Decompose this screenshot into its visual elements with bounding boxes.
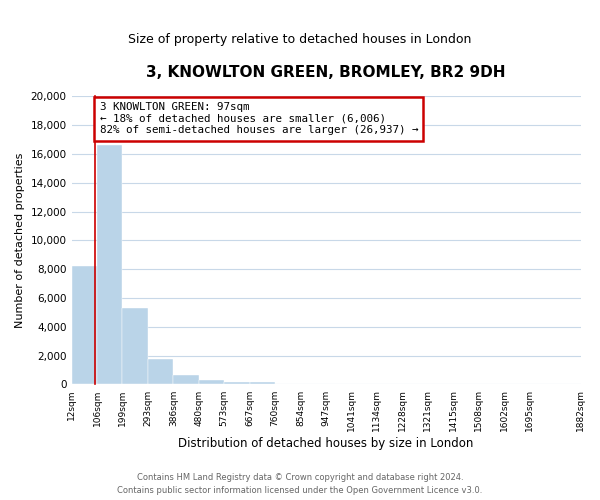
X-axis label: Distribution of detached houses by size in London: Distribution of detached houses by size … <box>178 437 474 450</box>
Bar <box>199 380 224 384</box>
Text: Size of property relative to detached houses in London: Size of property relative to detached ho… <box>128 32 472 46</box>
Text: 3 KNOWLTON GREEN: 97sqm
← 18% of detached houses are smaller (6,006)
82% of semi: 3 KNOWLTON GREEN: 97sqm ← 18% of detache… <box>100 102 418 136</box>
Bar <box>71 266 97 384</box>
Title: 3, KNOWLTON GREEN, BROMLEY, BR2 9DH: 3, KNOWLTON GREEN, BROMLEY, BR2 9DH <box>146 65 506 80</box>
Bar <box>148 358 173 384</box>
Text: Contains HM Land Registry data © Crown copyright and database right 2024.
Contai: Contains HM Land Registry data © Crown c… <box>118 474 482 495</box>
Bar <box>224 382 250 384</box>
Bar <box>250 382 275 384</box>
Y-axis label: Number of detached properties: Number of detached properties <box>15 153 25 328</box>
Bar <box>173 375 199 384</box>
Bar <box>97 146 122 384</box>
Bar <box>122 308 148 384</box>
